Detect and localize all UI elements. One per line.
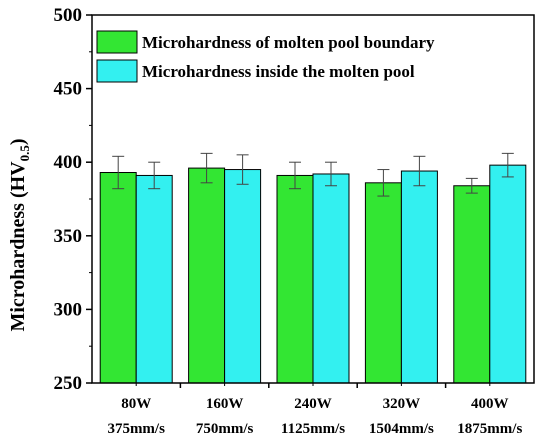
error-bar-series1-cat5 <box>465 177 478 194</box>
x-tick-label-power: 240W <box>294 396 332 412</box>
error-bar-series2-cat5 <box>501 152 514 178</box>
ticks-layer: 250 300 350 400 450 500 80W 375mm/s 160W 750mm/s 2… <box>54 5 523 437</box>
bar-series1-cat4 <box>364 182 402 384</box>
error-bar-series2-cat2 <box>236 154 249 185</box>
legend-swatch-1 <box>96 30 138 54</box>
bar-series2-cat1 <box>135 174 173 384</box>
y-tick-label: 350 <box>54 226 83 247</box>
y-tick-label: 300 <box>54 299 83 320</box>
x-tick-label-speed: 1504mm/s <box>369 421 434 437</box>
x-tick-label-power: 400W <box>471 396 509 412</box>
bar-series2-cat3 <box>312 173 350 384</box>
x-tick-label-power: 160W <box>206 396 244 412</box>
x-tick-label-speed: 1125mm/s <box>281 421 345 437</box>
bar-series1-cat3 <box>276 174 314 384</box>
legend-label-1: Microhardness of molten pool boundary <box>142 33 435 52</box>
x-tick-label-speed: 375mm/s <box>107 421 165 437</box>
error-bar-series2-cat3 <box>325 161 337 187</box>
error-bar-series1-cat2 <box>200 152 213 184</box>
x-tick-label-speed: 1875mm/s <box>457 421 522 437</box>
bar-series2-cat2 <box>224 169 262 384</box>
bars-layer <box>99 164 527 384</box>
x-tick-label-power: 80W <box>121 396 151 412</box>
bar-series2-cat5 <box>489 164 527 384</box>
y-tick-label: 500 <box>54 5 83 26</box>
error-bar-series2-cat4 <box>413 155 426 187</box>
error-bar-series2-cat1 <box>148 161 161 190</box>
y-tick-label: 250 <box>54 373 83 394</box>
y-tick-label: 450 <box>54 79 83 100</box>
error-bar-series1-cat3 <box>289 161 301 190</box>
error-bar-series1-cat1 <box>112 155 125 190</box>
bar-series2-cat4 <box>400 170 438 384</box>
y-axis-title: Microhardness (HV0.5) <box>7 138 32 331</box>
legend-label-2: Microhardness inside the molten pool <box>142 62 415 81</box>
bar-series1-cat2 <box>188 167 226 384</box>
legend-swatch-2 <box>96 59 138 83</box>
x-tick-label-power: 320W <box>383 396 421 412</box>
legend: Microhardness of molten pool boundary Mic… <box>96 30 435 83</box>
x-tick-label-speed: 750mm/s <box>196 421 254 437</box>
y-tick-label: 400 <box>54 152 83 173</box>
error-bar-series1-cat4 <box>377 169 390 197</box>
error-bars-layer <box>112 152 514 197</box>
bar-series1-cat1 <box>99 172 137 384</box>
bar-series1-cat5 <box>453 185 491 384</box>
